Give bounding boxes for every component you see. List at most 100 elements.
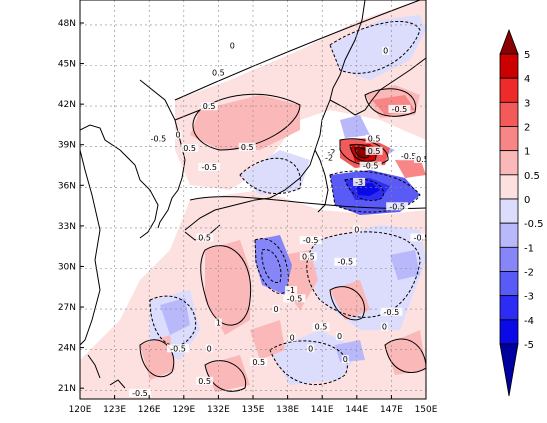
- contour-label-background: [198, 163, 221, 172]
- colorbar-tick-label: 0: [524, 195, 530, 206]
- lon-tick-label: 144E: [345, 405, 368, 415]
- colorbar-swatch: [499, 319, 519, 345]
- lat-tick-label: 42N: [58, 100, 76, 110]
- lat-tick-label: 36N: [58, 181, 76, 191]
- colorbar-tick-label: 3: [524, 98, 530, 109]
- contour-label: -0.5: [303, 236, 319, 245]
- contour-label-background: [388, 104, 411, 113]
- contour-label: -0.5: [389, 202, 405, 211]
- contour-label: 0: [207, 344, 212, 353]
- contour-label: 0.5: [212, 68, 225, 77]
- contour-label: 0.5: [198, 377, 211, 386]
- contour-label-background: [283, 294, 306, 303]
- contour-label-background: [238, 142, 256, 151]
- contour-label: 0.5: [315, 323, 328, 332]
- colorbar-tick-label: -1: [524, 243, 534, 254]
- lon-tick-label: 123E: [103, 405, 126, 415]
- colorbar-swatch: [499, 222, 519, 248]
- contour-label: 0: [308, 344, 313, 353]
- contour-label-background: [410, 233, 426, 242]
- colorbar-swatch: [499, 77, 519, 103]
- colorbar-swatch: [499, 198, 519, 224]
- colorbar-tick-label: -5: [524, 340, 534, 351]
- contour-lines: [139, 0, 426, 392]
- contour-label: 0: [290, 333, 295, 342]
- colorbar-swatch: [499, 174, 519, 200]
- colorbar-tick-label: 5: [524, 50, 530, 61]
- contour-label: -2: [325, 154, 333, 163]
- colorbar-tick-label: 0.5: [524, 171, 540, 182]
- contour-label-background: [299, 236, 322, 245]
- contour-label-background: [382, 46, 390, 55]
- contour-label: -3: [355, 178, 363, 187]
- contour-label-background: [359, 161, 382, 170]
- contour-label: -0.5: [363, 162, 379, 171]
- contour-label-background: [353, 177, 366, 186]
- contour-label: 0.5: [241, 143, 254, 152]
- contour-label-background: [196, 376, 214, 385]
- contour-label: 0.5: [203, 102, 216, 111]
- contour-label-background: [167, 344, 190, 353]
- contour-label-background: [397, 152, 420, 161]
- contour-label-background: [205, 344, 213, 353]
- contour-label-background: [353, 225, 361, 234]
- contour-label: -0.5: [287, 294, 303, 303]
- colorbar-tick-label: -3: [524, 292, 534, 303]
- colorbar-swatch: [499, 295, 519, 321]
- lon-tick-label: 120E: [69, 405, 92, 415]
- contour-label: -0.5: [151, 135, 167, 144]
- lon-tick-label: 126E: [138, 405, 161, 415]
- colorbar-swatch: [499, 101, 519, 127]
- colorbar-tick-label: 4: [524, 74, 530, 85]
- contour-label-background: [334, 257, 357, 266]
- lon-tick-label: 135E: [242, 405, 265, 415]
- contour-label-background: [380, 322, 388, 331]
- contour-label: 0.5: [198, 233, 211, 242]
- anomaly-shading: [80, 0, 426, 399]
- contour-label: -0.5: [201, 163, 217, 172]
- colorbar-tick-label: -4: [524, 316, 534, 327]
- contour-label: -1: [287, 286, 295, 295]
- contour-label-background: [147, 134, 170, 143]
- lat-tick-label: 24N: [58, 344, 76, 354]
- contour-label: 1: [216, 319, 221, 328]
- contour-label-background: [365, 146, 383, 155]
- colorbar-swatch: [499, 246, 519, 272]
- colorbar-tick-label: 2: [524, 123, 530, 134]
- colorbar-swatch: [499, 53, 519, 79]
- colorbar-swatch: [499, 150, 519, 176]
- contour-label-background: [272, 305, 280, 314]
- colorbar-swatch: [499, 271, 519, 297]
- contour-label: -0.5: [132, 389, 148, 398]
- contour-label-background: [250, 357, 268, 366]
- contour-label: 0: [337, 332, 342, 341]
- contour-label: 0: [175, 131, 180, 140]
- lon-tick-label: 141E: [311, 405, 334, 415]
- lon-tick-label: 132E: [207, 405, 230, 415]
- contour-label: -0.5: [392, 105, 408, 114]
- contour-label: -0.5: [170, 344, 186, 353]
- contour-label-background: [285, 286, 298, 295]
- colorbar-tick-label: 1: [524, 147, 530, 158]
- contour-label-background: [341, 355, 349, 364]
- colorbar-swatch: [499, 126, 519, 152]
- map-plot-area: 000.50.50-0.50.5-0.50.5-0.50.5-2-2-0.50.…: [80, 0, 426, 399]
- lat-tick-label: 27N: [58, 303, 76, 313]
- contour-label: -0.5: [337, 258, 353, 267]
- lat-tick-label: 33N: [58, 222, 76, 232]
- lat-tick-label: 45N: [58, 60, 76, 70]
- contour-label: 0.5: [368, 147, 381, 156]
- contour-label-background: [174, 130, 182, 139]
- lon-tick-label: 150E: [415, 405, 438, 415]
- contour-label: 0.5: [252, 358, 265, 367]
- colorbar-tick-label: -0.5: [524, 219, 544, 230]
- contour-labels: 000.50.50-0.50.5-0.50.5-0.50.5-2-2-0.50.…: [128, 41, 426, 399]
- contour-label: 0: [383, 47, 388, 56]
- colorbar-tick-label: -2: [524, 268, 534, 279]
- contour-label-background: [365, 134, 383, 143]
- lat-tick-label: 39N: [58, 141, 76, 151]
- contour-label-background: [325, 148, 338, 157]
- lon-tick-label: 129E: [172, 405, 195, 415]
- contour-label: -0.5: [384, 308, 400, 317]
